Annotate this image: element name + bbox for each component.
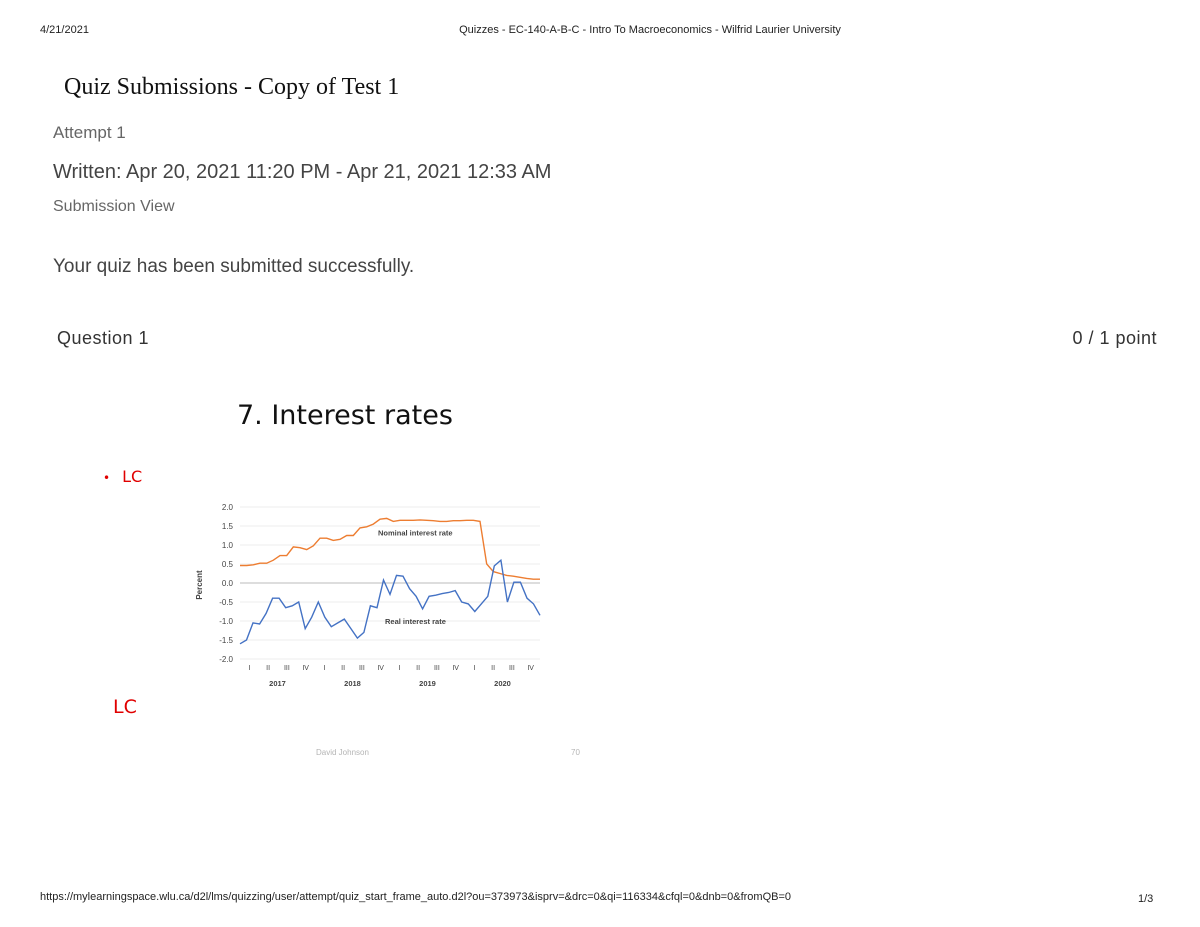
x-tick-label: III — [434, 665, 440, 672]
y-tick-label: -0.5 — [219, 598, 233, 607]
chart-series-lines — [239, 517, 541, 645]
interest-rate-chart: 2.01.51.00.50.0-0.5-1.0-1.5-2.0 I II III IV… — [195, 503, 541, 688]
y-tick-label: -2.0 — [219, 655, 233, 664]
chart-y-axis-label: Percent — [195, 570, 204, 600]
y-tick-label: 2.0 — [222, 503, 234, 512]
print-title: Quizzes - EC-140-A-B-C - Intro To Macroe… — [459, 24, 841, 36]
x-tick-label: I — [248, 665, 250, 672]
x-tick-label: III — [509, 665, 515, 672]
y-tick-label: 0.0 — [222, 579, 234, 588]
success-message: Your quiz has been submitted successfull… — [53, 256, 415, 277]
bullet-dot: • — [103, 471, 111, 485]
x-tick-label: IV — [377, 665, 384, 672]
footer-page: 1/3 — [1138, 893, 1154, 905]
y-tick-label: -1.0 — [219, 617, 233, 626]
x-tick-label: I — [323, 665, 325, 672]
x-tick-label: I — [473, 665, 475, 672]
x-tick-label: II — [341, 665, 345, 672]
question-score: 0 / 1 point — [1072, 328, 1157, 348]
series-line-real — [239, 558, 541, 645]
x-tick-label: II — [416, 665, 420, 672]
x-year-label: 2018 — [344, 679, 361, 688]
x-tick-label: III — [359, 665, 365, 672]
x-tick-label: II — [491, 665, 495, 672]
page-title: Quiz Submissions - Copy of Test 1 — [64, 74, 400, 100]
annotation-real: Real interest rate — [385, 617, 446, 626]
y-tick-label: -1.5 — [219, 636, 233, 645]
annotation-nominal: Nominal interest rate — [378, 529, 453, 538]
x-year-label: 2020 — [494, 679, 511, 688]
x-tick-label: I — [398, 665, 400, 672]
slide-title: 7. Interest rates — [237, 400, 453, 431]
x-tick-label: IV — [452, 665, 459, 672]
x-tick-label: IV — [302, 665, 309, 672]
chart-annotations: Nominal interest rate Real interest rate — [378, 529, 453, 627]
x-tick-label: III — [284, 665, 290, 672]
question-label: Question 1 — [57, 328, 150, 348]
submission-view-label: Submission View — [53, 198, 175, 215]
x-tick-label: IV — [527, 665, 534, 672]
chart-gridlines — [240, 506, 540, 660]
y-tick-label: 1.0 — [222, 541, 234, 550]
series-line-nominal — [240, 517, 540, 580]
lc-annotation: LC — [113, 696, 137, 718]
x-year-label: 2019 — [419, 679, 436, 688]
footer-url: https://mylearningspace.wlu.ca/d2l/lms/q… — [40, 891, 791, 903]
x-year-label: 2017 — [269, 679, 286, 688]
slide-page-number: 70 — [571, 748, 580, 757]
y-tick-label: 1.5 — [222, 522, 234, 531]
chart-y-tick-labels: 2.0 1.5 1.0 0.5 0.0 -0.5 -1.0 -1.5 -2.0 — [219, 503, 233, 664]
x-tick-label: II — [266, 665, 270, 672]
slide-author: David Johnson — [316, 748, 369, 757]
print-date: 4/21/2021 — [40, 24, 89, 36]
bullet-text: LC — [122, 467, 143, 486]
y-tick-label: 0.5 — [222, 560, 234, 569]
attempt-label: Attempt 1 — [53, 123, 126, 142]
bullet-lc: • LC — [103, 467, 142, 486]
written-timestamp: Written: Apr 20, 2021 11:20 PM - Apr 21,… — [53, 161, 552, 183]
